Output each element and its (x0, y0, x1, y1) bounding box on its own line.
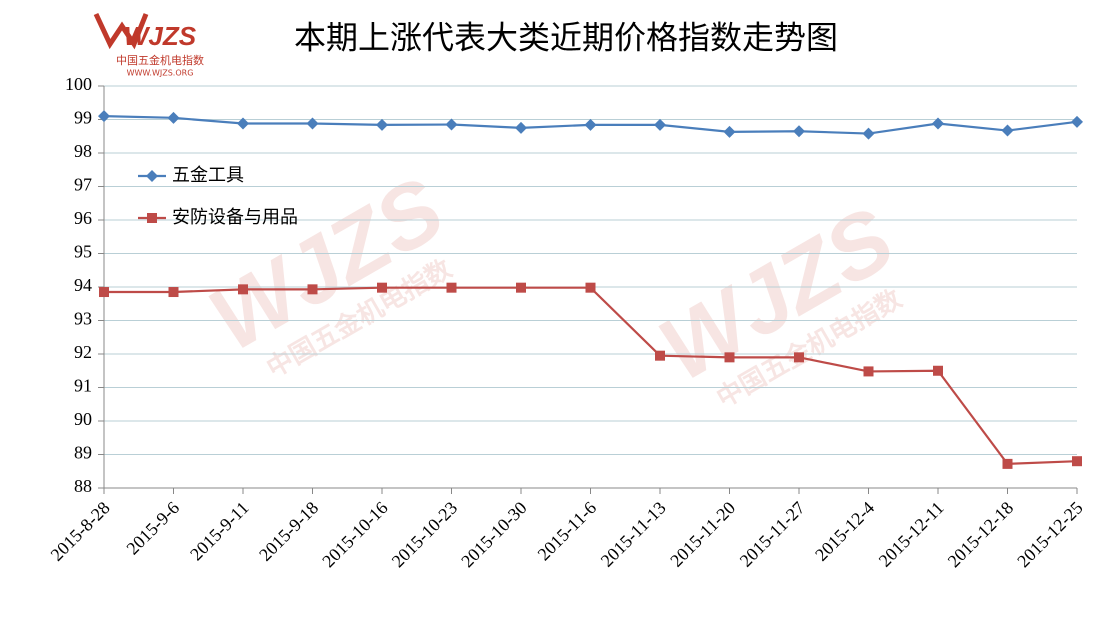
marker (794, 352, 804, 363)
marker (1071, 115, 1083, 128)
marker (863, 366, 874, 377)
marker (147, 213, 157, 223)
marker (377, 282, 387, 293)
x-tick-label: 2015-11-20 (666, 498, 739, 571)
logo-mark: WJZS (124, 21, 197, 51)
y-tick-label: 88 (74, 476, 92, 496)
x-tick-label: 2015-9-18 (255, 498, 322, 565)
y-tick-label: 95 (74, 242, 92, 262)
marker (237, 117, 249, 130)
marker (445, 118, 458, 131)
x-tick-label: 2015-12-11 (875, 498, 948, 571)
y-tick-label: 99 (74, 108, 92, 128)
marker (584, 118, 597, 131)
marker (1072, 456, 1082, 467)
marker (307, 284, 318, 295)
marker (862, 127, 875, 140)
marker (146, 170, 158, 182)
legend-label: 五金工具 (172, 165, 244, 186)
marker (933, 365, 943, 376)
marker (654, 118, 666, 131)
x-tick-label: 2015-10-16 (318, 498, 392, 572)
x-tick-label: 2015-12-25 (1013, 498, 1087, 572)
marker (167, 111, 180, 124)
x-tick-label: 2015-10-30 (457, 498, 531, 572)
x-tick-label: 2015-11-6 (534, 498, 601, 565)
logo-icon (93, 12, 149, 50)
marker (932, 117, 944, 130)
y-tick-label: 94 (74, 275, 92, 295)
logo-name: 中国五金机电指数 (116, 53, 204, 67)
x-tick-label: 2015-9-11 (186, 498, 253, 565)
x-tick-label: 2015-11-27 (736, 498, 809, 571)
marker (724, 352, 735, 363)
y-tick-label: 89 (74, 443, 92, 463)
y-tick-label: 91 (74, 376, 92, 396)
marker (98, 110, 110, 123)
y-tick-label: 100 (65, 74, 92, 94)
y-tick-label: 93 (74, 309, 92, 329)
logo-url: WWW.WJZS.ORG (127, 69, 194, 78)
x-tick-label: 2015-10-23 (388, 498, 462, 572)
x-tick-label: 2015-12-4 (811, 498, 878, 565)
watermark: WJZS 中国五金机电指数 WJZS 中国五金机电指数 (194, 159, 911, 413)
marker (99, 287, 109, 298)
marker (1001, 124, 1014, 137)
marker (1002, 458, 1013, 469)
legend-label: 安防设备与用品 (172, 207, 298, 228)
chart-title: 本期上涨代表大类近期价格指数走势图 (294, 19, 838, 57)
x-tick-label: 2015-8-28 (47, 498, 114, 565)
marker (446, 282, 457, 293)
x-tick-label: 2015-12-18 (944, 498, 1018, 572)
y-tick-label: 96 (74, 208, 92, 228)
marker (585, 282, 596, 293)
logo: WJZS 中国五金机电指数 WWW.WJZS.ORG (93, 12, 204, 78)
y-tick-label: 92 (74, 342, 92, 362)
y-tick-label: 90 (74, 409, 92, 429)
marker (515, 121, 527, 134)
x-tick-label: 2015-9-6 (122, 498, 183, 559)
marker (168, 287, 179, 298)
marker (306, 117, 319, 130)
marker (793, 125, 805, 138)
y-tick-label: 98 (74, 141, 92, 161)
marker (516, 282, 526, 293)
x-tick-label: 2015-11-13 (597, 498, 670, 571)
marker (376, 118, 388, 131)
marker (238, 284, 248, 295)
marker (655, 350, 665, 361)
marker (723, 125, 736, 138)
y-tick-label: 97 (74, 175, 92, 195)
